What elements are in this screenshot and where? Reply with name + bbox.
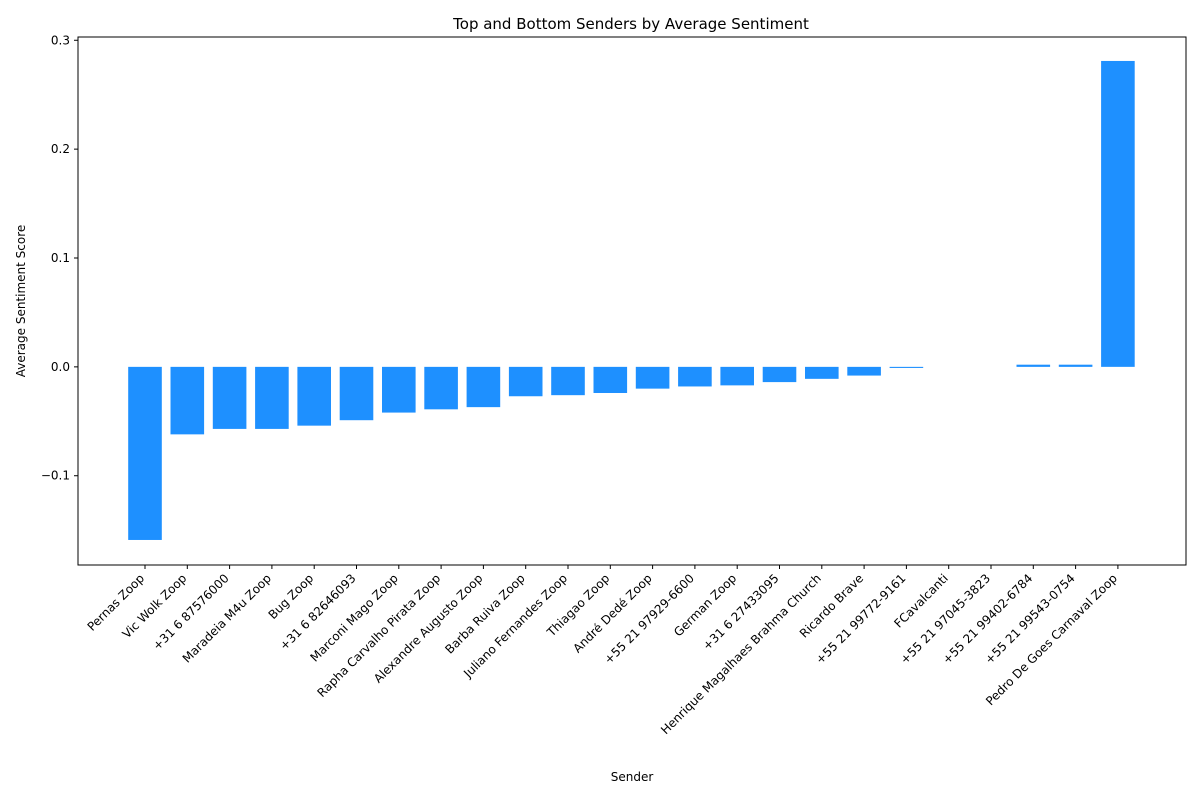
bar [508, 366, 543, 397]
bar [1101, 60, 1135, 367]
y-axis-title: Average Sentiment Score [14, 225, 28, 378]
bar [424, 366, 458, 410]
chart-title: Top and Bottom Senders by Average Sentim… [452, 15, 809, 33]
bar [593, 366, 628, 393]
bar [889, 366, 924, 368]
bar [720, 366, 754, 386]
y-tick-label: 0.1 [51, 251, 70, 265]
y-tick-label: −0.1 [41, 469, 70, 483]
y-tick-label: 0.3 [51, 33, 70, 47]
bar [762, 366, 797, 383]
bar [1058, 364, 1093, 367]
bar [128, 366, 162, 540]
bar [847, 366, 881, 376]
bar [297, 366, 331, 426]
bar [551, 366, 585, 396]
bar [635, 366, 670, 389]
bar [212, 366, 247, 429]
bar [339, 366, 374, 421]
y-tick-label: 0.2 [51, 142, 70, 156]
bar [382, 366, 416, 413]
x-axis-title: Sender [611, 770, 654, 784]
y-axis-ticks: −0.1 0.0 0.1 0.2 0.3 [41, 33, 78, 483]
plot-frame [77, 36, 1187, 566]
bar [1016, 364, 1051, 367]
bar [255, 366, 289, 429]
bar [170, 366, 205, 435]
y-tick-label: 0.0 [51, 360, 70, 374]
bar [805, 366, 839, 379]
bar [466, 366, 501, 408]
bar [678, 366, 712, 387]
bars-layer [128, 60, 1135, 540]
